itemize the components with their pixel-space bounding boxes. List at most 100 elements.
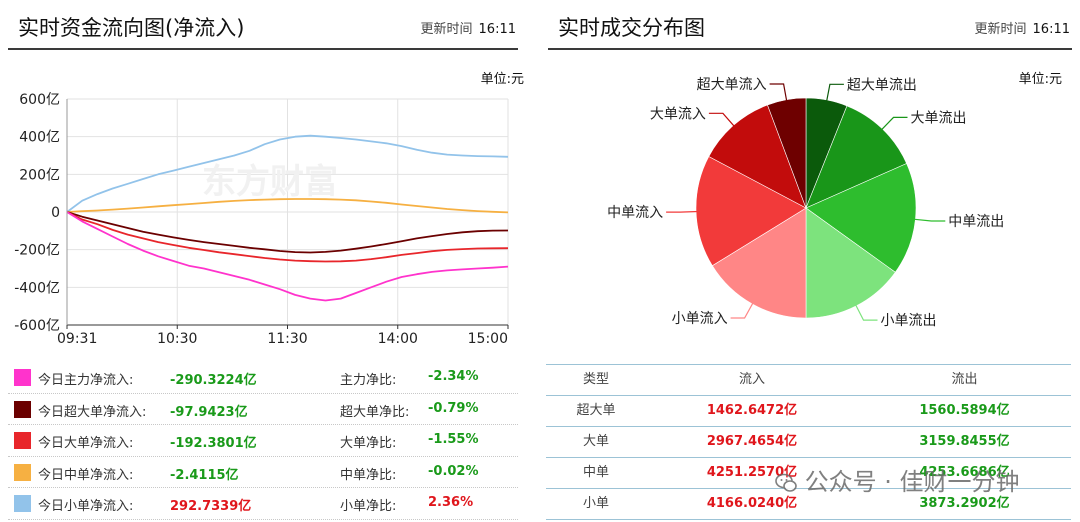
y-tick-label: -200亿 bbox=[14, 243, 60, 259]
pie-leader-line-2 bbox=[913, 218, 946, 222]
legend-swatch bbox=[14, 463, 31, 481]
legend-swatch bbox=[14, 400, 31, 418]
legend-swatch bbox=[14, 369, 31, 386]
trade-table: 类型 流入 流出超大单 1462.6472亿 1560.5894亿大单 2967.4654… bbox=[546, 364, 1071, 520]
ratio-value: -2.34% bbox=[428, 369, 479, 384]
pie-leader-line-0 bbox=[825, 83, 844, 103]
series-line-0 bbox=[66, 211, 509, 302]
series-line-4 bbox=[66, 134, 509, 213]
y-tick-labels: 600亿 400亿 200亿 0 -200亿 -400亿 -600亿 bbox=[14, 92, 60, 334]
trade-distribution-unit: 单位:元 bbox=[1018, 72, 1062, 87]
pie-leader-line-6 bbox=[708, 112, 736, 128]
legend-value: -192.3801亿 bbox=[170, 436, 257, 451]
trade-table-row: 小单 4166.0240亿 3873.2902亿 bbox=[546, 489, 1071, 520]
wechat-icon bbox=[775, 473, 797, 492]
cell-type: 超大单 bbox=[576, 403, 616, 418]
update-time-value: 16:11 bbox=[1032, 22, 1070, 37]
fund-flow-update: 更新时间 16:11 bbox=[421, 18, 516, 37]
fund-flow-line-chart: 东方财富 600亿 400亿 200亿 0 -200亿 -400亿 -600亿 09:31 1… bbox=[14, 92, 509, 347]
pie-leader-line-5 bbox=[666, 210, 699, 213]
cell-inflow: 4251.2570亿 bbox=[706, 465, 798, 480]
ratio-value: -1.55% bbox=[428, 432, 479, 447]
footer-watermark-text: 公众号 · 佳财一分钟 bbox=[804, 468, 1020, 496]
trade-table-row: 超大单 1462.6472亿 1560.5894亿 bbox=[546, 396, 1071, 427]
ratio-value: -0.02% bbox=[428, 463, 479, 479]
header-inflow: 流入 bbox=[738, 372, 765, 387]
pie-leader-line-4 bbox=[730, 302, 754, 319]
cell-outflow: 1560.5894亿 bbox=[919, 403, 1010, 418]
y-tick-label: 0 bbox=[51, 205, 60, 221]
pie-label-7: 超大单流入 bbox=[697, 77, 767, 93]
y-tick-label: 200亿 bbox=[19, 167, 60, 183]
y-tick-label: -600亿 bbox=[14, 318, 60, 334]
fund-flow-header: 实时资金流向图(净流入) 更新时间 16:11 bbox=[8, 4, 518, 50]
legend-swatch bbox=[14, 495, 31, 512]
footer-watermark: 公众号 · 佳财一分钟 bbox=[775, 462, 1020, 497]
update-time-value: 16:11 bbox=[478, 22, 516, 37]
chart-watermark: 东方财富 bbox=[202, 162, 338, 202]
ratio-value: -0.79% bbox=[428, 400, 479, 416]
legend-swatch bbox=[14, 432, 31, 449]
legend-value: -97.9423亿 bbox=[170, 404, 248, 420]
trade-distribution-panel: 实时成交分布图 更新时间 16:11 单位:元 超大单流出 大单流出 中单流出 小单流出… bbox=[540, 0, 1080, 522]
cell-inflow: 1462.6472亿 bbox=[706, 403, 798, 418]
header-type: 类型 bbox=[582, 372, 609, 387]
fund-flow-unit: 单位:元 bbox=[480, 72, 524, 87]
trade-table-row: 大单 2967.4654亿 3159.8455亿 bbox=[546, 427, 1071, 458]
cell-outflow: 3873.2902亿 bbox=[919, 496, 1010, 511]
legend-value: -290.3224亿 bbox=[170, 373, 257, 388]
pie-label-6: 大单流入 bbox=[650, 106, 706, 122]
series-line-1 bbox=[66, 211, 509, 254]
ratio-label: 大单净比: bbox=[340, 436, 397, 451]
y-tick-label: -400亿 bbox=[14, 280, 60, 296]
trade-distribution-title: 实时成交分布图 bbox=[558, 16, 705, 40]
ratio-label: 主力净比: bbox=[340, 373, 397, 388]
ratio-label: 中单净比: bbox=[340, 467, 397, 483]
pie-leader-line-1 bbox=[880, 116, 908, 131]
cell-inflow: 2967.4654亿 bbox=[706, 434, 798, 449]
legend-row: 今日中单净流入: -2.4115亿 中单净比: -0.02% bbox=[8, 457, 518, 488]
trade-table-header: 类型 流入 流出 bbox=[546, 365, 1071, 396]
legend-name: 今日小单净流入: bbox=[38, 499, 134, 514]
cell-type: 小单 bbox=[582, 496, 609, 511]
ratio-label: 超大单净比: bbox=[340, 404, 410, 420]
ratio-value: 2.36% bbox=[428, 495, 474, 510]
x-tick-label: 10:30 bbox=[157, 331, 197, 347]
cell-outflow: 3159.8455亿 bbox=[919, 434, 1010, 449]
fund-flow-title: 实时资金流向图(净流入) bbox=[18, 16, 245, 40]
fund-flow-legend-table: 今日主力净流入: -290.3224亿 主力净比: -2.34% 今日超大单净流入: -9… bbox=[8, 362, 518, 520]
update-time-label: 更新时间 bbox=[420, 22, 473, 37]
fund-flow-panel: 实时资金流向图(净流入) 更新时间 16:11 单位:元 东方财富 600亿 400… bbox=[0, 0, 530, 522]
pie-label-5: 中单流入 bbox=[607, 205, 663, 221]
ratio-label: 小单净比: bbox=[340, 499, 397, 514]
legend-value: -2.4115亿 bbox=[170, 467, 239, 483]
legend-row: 今日小单净流入: 292.7339亿 小单净比: 2.36% bbox=[8, 488, 518, 520]
update-time-label: 更新时间 bbox=[974, 22, 1027, 37]
cell-type: 中单 bbox=[582, 465, 609, 480]
trade-distribution-update: 更新时间 16:11 bbox=[975, 18, 1070, 37]
legend-name: 今日主力净流入: bbox=[38, 373, 134, 388]
x-tick-label: 11:30 bbox=[267, 331, 307, 347]
pie-label-2: 中单流出 bbox=[948, 214, 1004, 230]
legend-value: 292.7339亿 bbox=[170, 499, 252, 514]
legend-name: 今日大单净流入: bbox=[38, 436, 134, 451]
y-tick-label: 400亿 bbox=[19, 130, 60, 146]
series-line-2 bbox=[66, 211, 509, 263]
pie-leader-line-3 bbox=[854, 303, 878, 321]
pie-label-4: 小单流入 bbox=[672, 311, 728, 327]
legend-row: 今日主力净流入: -290.3224亿 主力净比: -2.34% bbox=[8, 362, 518, 394]
trade-distribution-header: 实时成交分布图 更新时间 16:11 bbox=[548, 4, 1072, 50]
header-outflow: 流出 bbox=[951, 372, 978, 387]
pie-label-3: 小单流出 bbox=[881, 313, 937, 329]
series-lines bbox=[66, 134, 509, 302]
y-tick-label: 600亿 bbox=[19, 92, 60, 108]
legend-name: 今日中单净流入: bbox=[38, 467, 134, 483]
cell-inflow: 4166.0240亿 bbox=[706, 496, 798, 511]
legend-row: 今日大单净流入: -192.3801亿 大单净比: -1.55% bbox=[8, 425, 518, 457]
pie-slices bbox=[695, 97, 917, 319]
x-tick-label: 14:00 bbox=[378, 331, 418, 347]
pie-label-1: 大单流出 bbox=[911, 110, 967, 126]
legend-name: 今日超大单净流入: bbox=[38, 404, 147, 420]
cell-type: 大单 bbox=[582, 434, 609, 449]
pie-label-0: 超大单流出 bbox=[847, 77, 917, 93]
